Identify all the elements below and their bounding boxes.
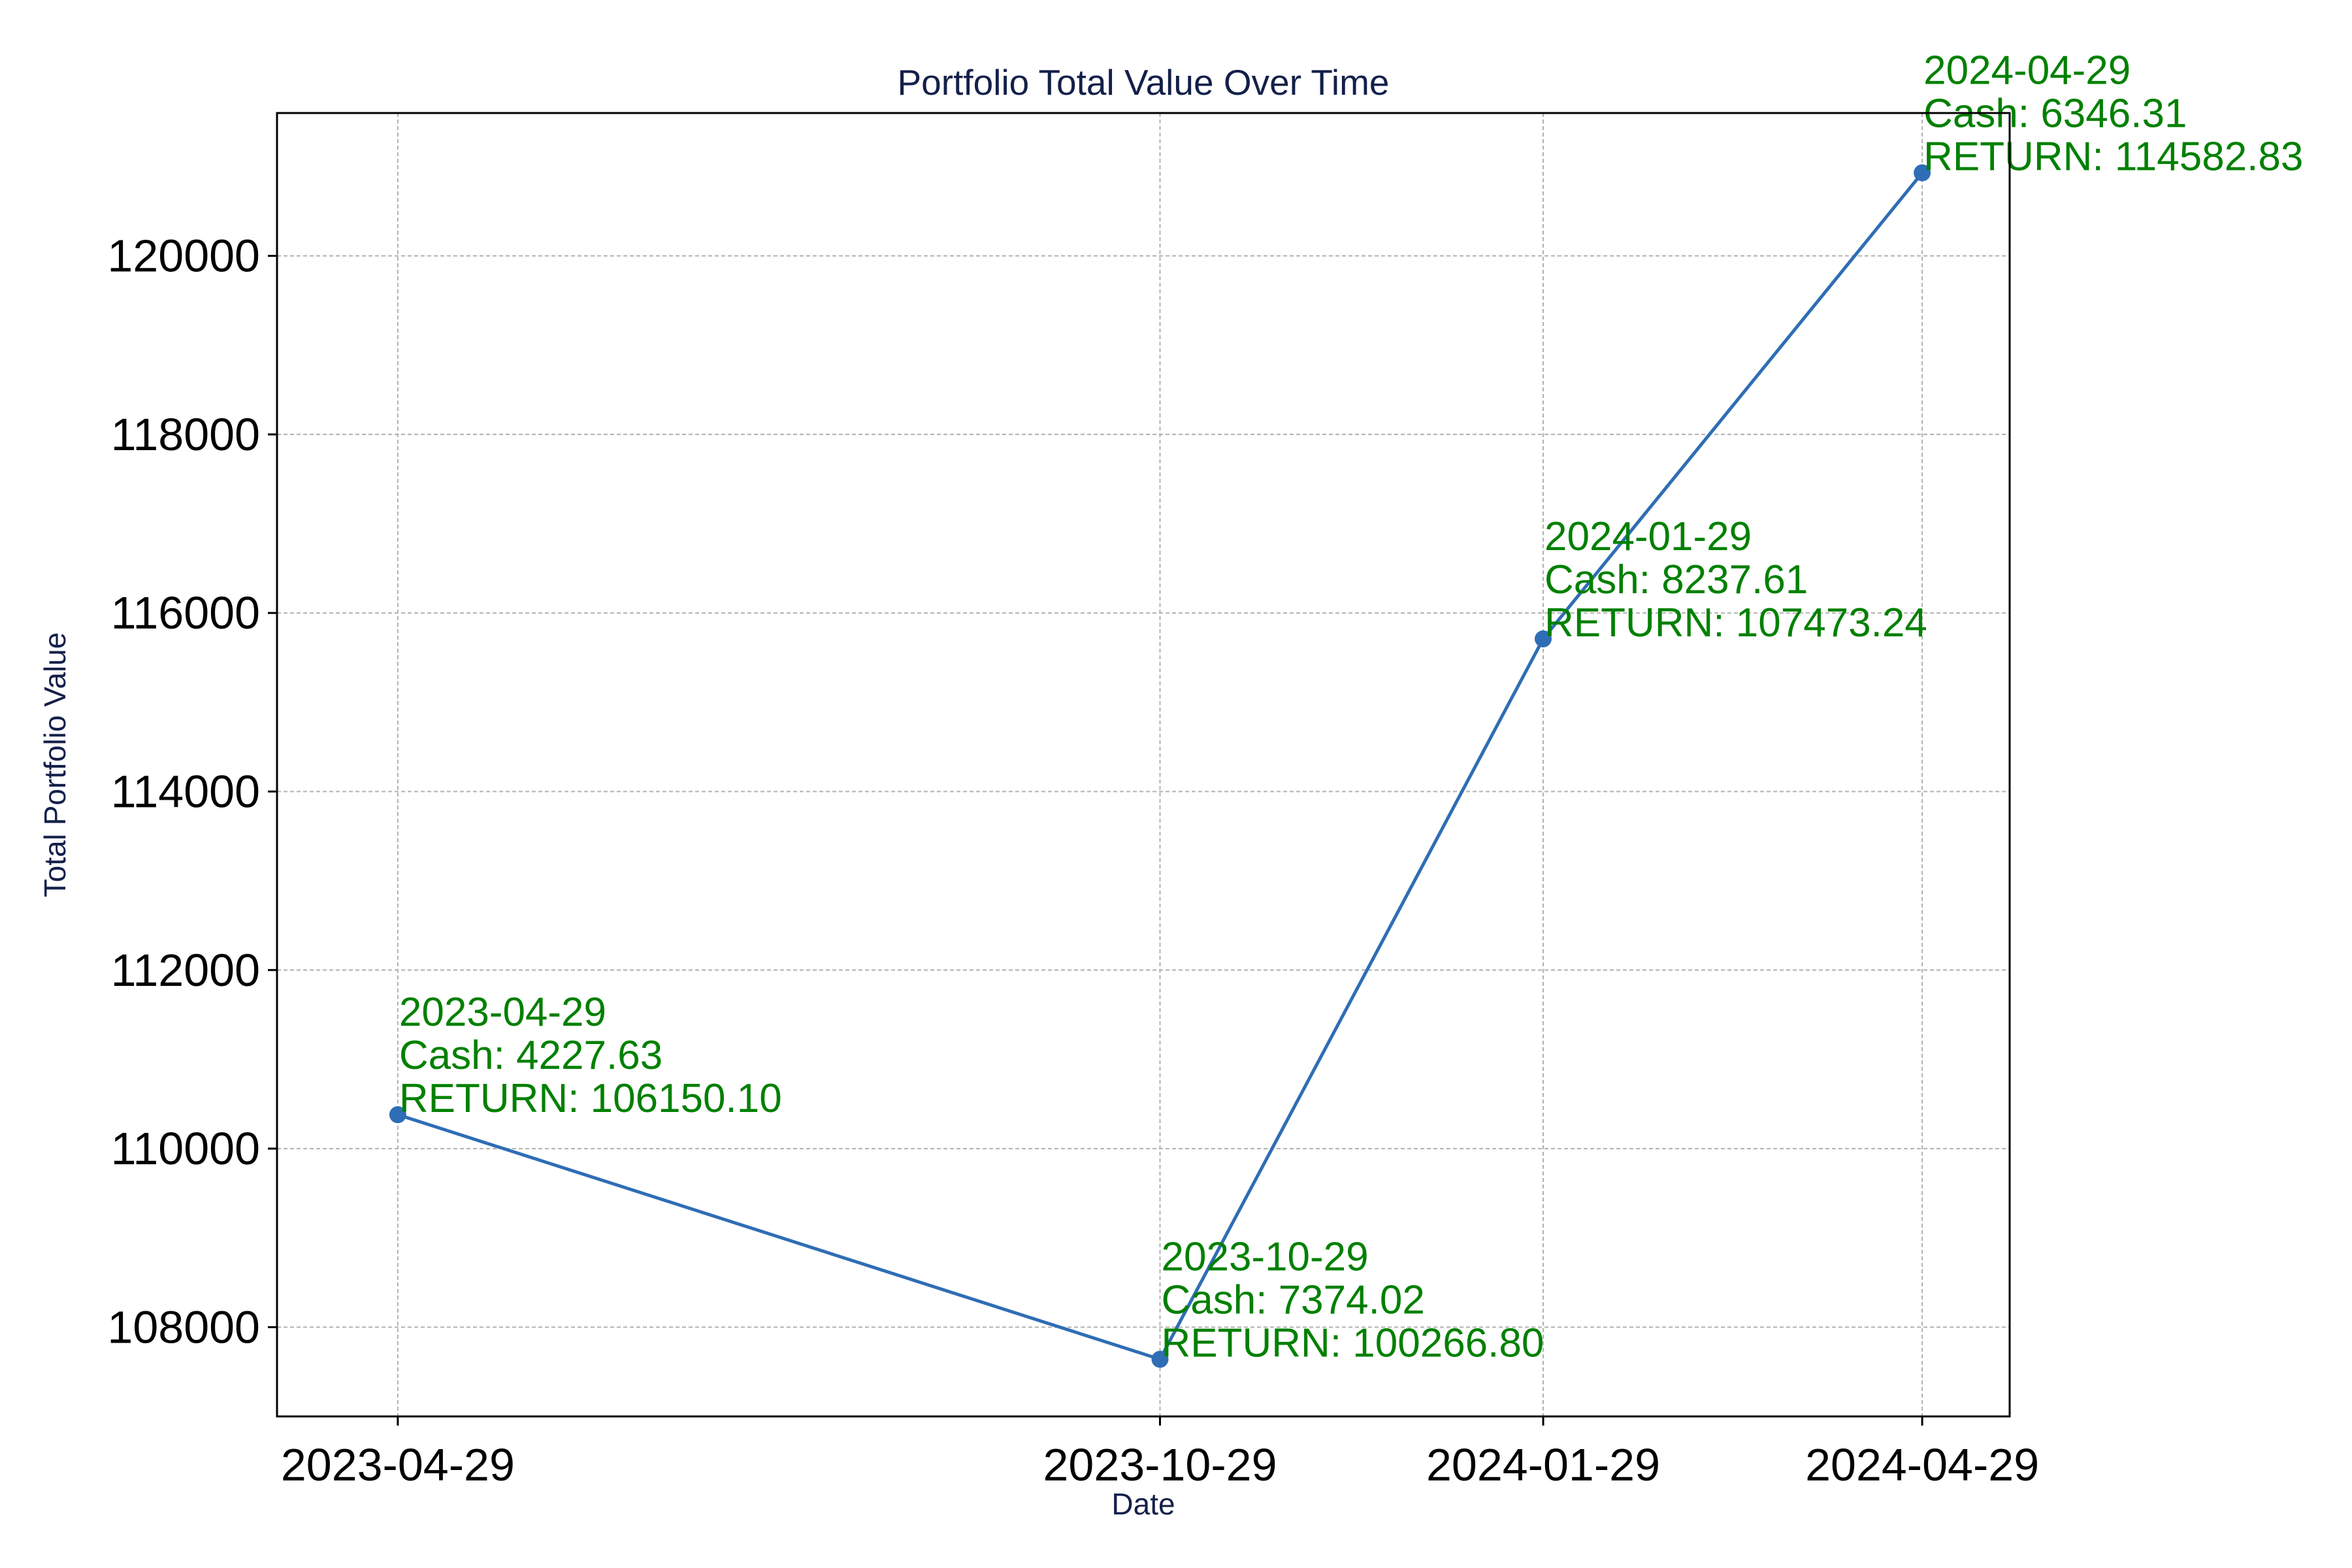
annotation-line: RETURN: 106150.10 bbox=[399, 1076, 782, 1121]
annotation-line: 2023-04-29 bbox=[399, 990, 606, 1035]
annotation-line: Cash: 8237.61 bbox=[1544, 557, 1808, 602]
series-layer bbox=[389, 164, 1931, 1368]
annotation-line: Cash: 4227.63 bbox=[399, 1033, 662, 1078]
series-line bbox=[396, 171, 1924, 1362]
data-point-marker bbox=[389, 1106, 406, 1124]
annotation-line: Cash: 7374.02 bbox=[1162, 1278, 1425, 1323]
y-tick-label: 116000 bbox=[111, 587, 260, 638]
ticks-layer: 108000 110000 112000 114000 116000 118000 1200… bbox=[107, 231, 2039, 1490]
annotation-line: 2023-10-29 bbox=[1162, 1235, 1369, 1280]
annotation-line: 2024-04-29 bbox=[1923, 48, 2131, 93]
x-tick-label: 2023-10-29 bbox=[1043, 1439, 1277, 1490]
y-tick-label: 118000 bbox=[111, 409, 260, 460]
chart-title: Portfolio Total Value Over Time bbox=[897, 62, 1389, 103]
annotation-line: RETURN: 114582.83 bbox=[1923, 135, 2303, 180]
plot-area-frame bbox=[276, 112, 2011, 1418]
y-tick-label: 114000 bbox=[111, 766, 260, 817]
grid-layer bbox=[277, 113, 2010, 1416]
y-axis-label: Total Portfolio Value bbox=[38, 632, 72, 898]
annotation-line: RETURN: 100266.80 bbox=[1162, 1321, 1544, 1366]
annotation-line: 2024-01-29 bbox=[1544, 514, 1752, 559]
data-point-marker bbox=[1151, 1350, 1169, 1368]
data-point-marker bbox=[1535, 630, 1552, 647]
data-point-marker bbox=[1914, 164, 1931, 182]
x-axis-label: Date bbox=[1111, 1487, 1175, 1521]
x-tick-label: 2024-01-29 bbox=[1426, 1439, 1660, 1490]
x-tick-label: 2023-04-29 bbox=[281, 1439, 515, 1490]
y-tick-label: 120000 bbox=[107, 231, 260, 282]
y-tick-label: 108000 bbox=[107, 1301, 260, 1352]
y-tick-label: 112000 bbox=[111, 945, 260, 996]
annotation-line: RETURN: 107473.24 bbox=[1544, 600, 1927, 645]
y-tick-label: 110000 bbox=[111, 1123, 260, 1174]
x-tick-label: 2024-04-29 bbox=[1805, 1439, 2039, 1490]
